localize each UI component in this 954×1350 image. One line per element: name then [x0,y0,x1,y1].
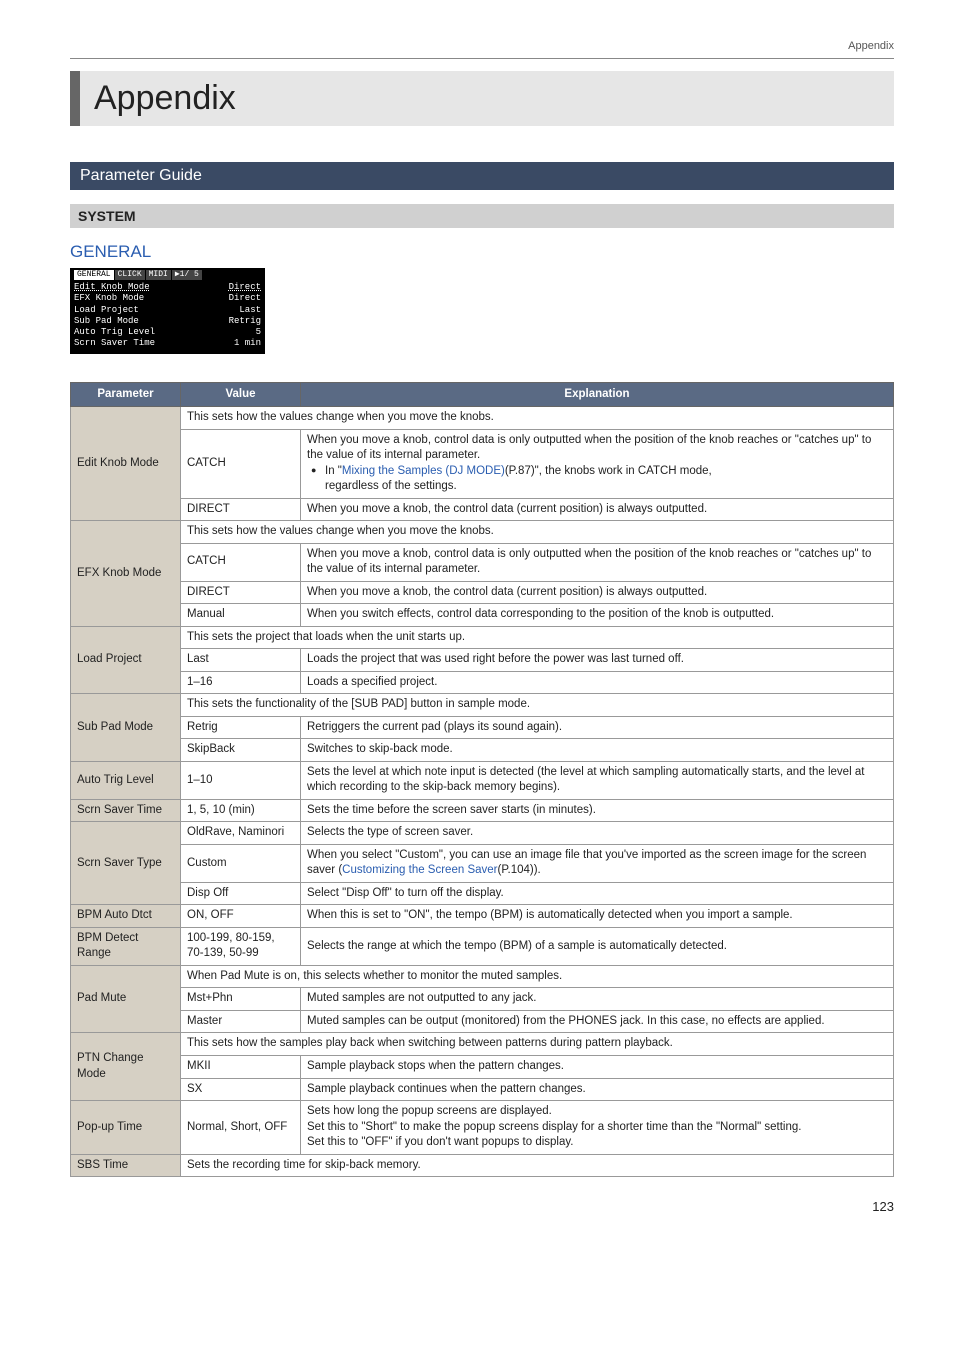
param-value: Retrig [181,716,301,739]
lcd-mock: GENERAL CLICK MIDI ▶1/ 5 Edit Knob ModeD… [70,268,265,354]
param-value: DIRECT [181,498,301,521]
param-explanation: Loads a specified project. [301,671,894,694]
param-explanation: Selects the type of screen saver. [301,822,894,845]
param-value: Normal, Short, OFF [181,1101,301,1155]
param-value: CATCH [181,429,301,498]
param-value: 1–10 [181,761,301,799]
param-name: EFX Knob Mode [71,521,181,627]
page-title: Appendix [94,79,880,118]
param-value: SkipBack [181,739,301,762]
param-explanation: When you select "Custom", you can use an… [301,844,894,882]
tab-heading: GENERAL [70,242,894,262]
lcd-tab: ▶1/ 5 [172,270,202,280]
param-name: Edit Knob Mode [71,407,181,521]
param-value: ON, OFF [181,905,301,928]
param-explanation: Muted samples are not outputted to any j… [301,988,894,1011]
param-value: SX [181,1078,301,1101]
param-explanation: When you move a knob, control data is on… [301,429,894,498]
param-intro: This sets the project that loads when th… [181,626,894,649]
param-value: Master [181,1010,301,1033]
param-explanation: When you move a knob, the control data (… [301,581,894,604]
param-value: Mst+Phn [181,988,301,1011]
link-custom-saver[interactable]: Customizing the Screen Saver [342,864,497,876]
param-explanation: Retriggers the current pad (plays its so… [301,716,894,739]
param-value: 1, 5, 10 (min) [181,799,301,822]
param-explanation: When you move a knob, the control data (… [301,498,894,521]
param-intro: This sets how the values change when you… [181,407,894,430]
param-explanation: Switches to skip-back mode. [301,739,894,762]
parameter-table: Parameter Value Explanation Edit Knob Mo… [70,382,894,1178]
col-parameter: Parameter [71,382,181,407]
param-name: Auto Trig Level [71,761,181,799]
param-value: Last [181,649,301,672]
top-rule [70,58,894,59]
param-intro: When Pad Mute is on, this selects whethe… [181,965,894,988]
section-heading: Parameter Guide [70,162,894,190]
param-name: Sub Pad Mode [71,694,181,762]
param-name: BPM Auto Dtct [71,905,181,928]
lcd-tab: MIDI [146,270,171,280]
col-explanation: Explanation [301,382,894,407]
page-number: 123 [70,1199,894,1214]
subsection-heading: SYSTEM [70,204,894,228]
param-name: Scrn Saver Type [71,822,181,905]
param-value: Manual [181,604,301,627]
param-name: Pad Mute [71,965,181,1033]
param-explanation: When this is set to "ON", the tempo (BPM… [301,905,894,928]
param-explanation: Select "Disp Off" to turn off the displa… [301,882,894,905]
param-value: Disp Off [181,882,301,905]
param-value: 1–16 [181,671,301,694]
param-explanation: Sets how long the popup screens are disp… [301,1101,894,1155]
lcd-tab: CLICK [115,270,145,280]
param-value: MKII [181,1056,301,1079]
running-header: Appendix [70,40,894,52]
param-value: DIRECT [181,581,301,604]
param-intro: This sets how the values change when you… [181,521,894,544]
param-explanation: Sample playback continues when the patte… [301,1078,894,1101]
param-name: Pop-up Time [71,1101,181,1155]
param-explanation: Selects the range at which the tempo (BP… [301,927,894,965]
param-name: PTN Change Mode [71,1033,181,1101]
title-block: Appendix [70,71,894,126]
param-value: CATCH [181,543,301,581]
param-name: Load Project [71,626,181,694]
link-dj-mode[interactable]: Mixing the Samples (DJ MODE) [342,465,505,477]
param-name: BPM Detect Range [71,927,181,965]
param-explanation: When you move a knob, control data is on… [301,543,894,581]
param-intro: This sets the functionality of the [SUB … [181,694,894,717]
param-name: Scrn Saver Time [71,799,181,822]
param-intro: This sets how the samples play back when… [181,1033,894,1056]
param-explanation: Sets the level at which note input is de… [301,761,894,799]
param-name: SBS Time [71,1154,181,1177]
param-value: OldRave, Naminori [181,822,301,845]
param-explanation: Sample playback stops when the pattern c… [301,1056,894,1079]
lcd-tab: GENERAL [74,270,114,280]
param-explanation: Sets the time before the screen saver st… [301,799,894,822]
param-explanation: Loads the project that was used right be… [301,649,894,672]
param-value: 100-199, 80-159, 70-139, 50-99 [181,927,301,965]
param-explanation: Muted samples can be output (monitored) … [301,1010,894,1033]
param-value: Custom [181,844,301,882]
param-explanation: Sets the recording time for skip-back me… [181,1154,894,1177]
param-explanation: When you switch effects, control data co… [301,604,894,627]
col-value: Value [181,382,301,407]
